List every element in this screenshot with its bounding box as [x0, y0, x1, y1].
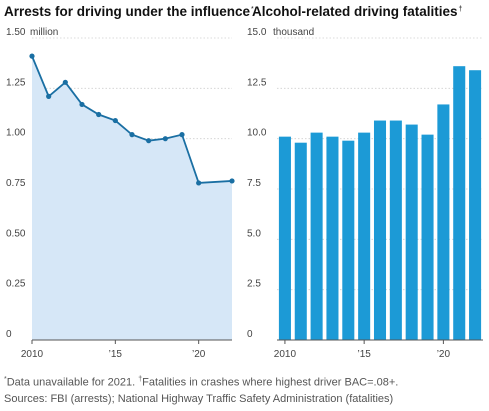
y-tick-label: 0: [247, 329, 253, 340]
data-point: [96, 111, 102, 118]
data-point: [129, 132, 135, 138]
x-tick-label: ’15: [109, 349, 123, 360]
data-point: [196, 180, 202, 186]
x-tick-label: 2010: [21, 349, 44, 360]
x-tick-label: 2010: [274, 349, 297, 360]
footnotes: *Data unavailable for 2021. †Fatalities …: [4, 372, 484, 407]
x-tick-label: ’20: [437, 349, 451, 360]
y-tick-label: 15.0: [247, 27, 267, 38]
bar: [453, 66, 466, 340]
area-fill: [32, 56, 232, 341]
data-point: [229, 178, 235, 184]
sources-line: Sources: FBI (arrests); National Highway…: [4, 392, 394, 405]
y-tick-label: 0: [6, 329, 12, 340]
x-tick-label: ’20: [192, 349, 206, 360]
bar: [358, 132, 371, 340]
x-tick-label: ’15: [357, 349, 371, 360]
y-tick-label: 2.5: [247, 279, 261, 290]
left-chart-title: Arrests for driving under the influence*: [4, 4, 254, 19]
y-tick-label: 0.50: [6, 228, 26, 239]
y-tick-label: 5.0: [247, 228, 261, 239]
bar: [421, 134, 434, 340]
bar: [405, 124, 418, 340]
data-point: [179, 132, 185, 138]
y-tick-label: 0.75: [6, 178, 26, 189]
y-tick-label: 7.5: [247, 178, 261, 189]
data-point: [146, 138, 152, 144]
bar: [437, 104, 450, 340]
arrests-chart: 0 0.25 0.50 0.75 1.00 1.25 1.50 million 2010 ’15 ’…: [6, 27, 235, 360]
data-point: [112, 117, 118, 124]
y-tick-label: 1.00: [6, 128, 26, 139]
y-tick-label: 1.25: [6, 77, 26, 88]
y-tick-label: 1.50: [6, 27, 26, 38]
y-unit-label: million: [30, 27, 58, 38]
right-chart-title: Alcohol-related driving fatalities†: [252, 4, 463, 19]
y-tick-label: 12.5: [247, 77, 267, 88]
bar: [373, 120, 387, 341]
y-tick-label: 10.0: [247, 128, 267, 139]
fatalities-chart: 0 2.5 5.0 7.5 10.0 12.5 15.0 thousand 2010 ’15 ’20: [247, 27, 483, 360]
bar: [278, 136, 291, 340]
data-point: [46, 93, 52, 99]
bar: [469, 70, 482, 341]
data-point: [62, 79, 68, 85]
data-point: [162, 136, 168, 142]
y-tick-label: 0.25: [6, 279, 26, 290]
data-point: [79, 101, 85, 108]
data-point: [29, 53, 35, 59]
bar: [389, 120, 402, 341]
bar: [310, 132, 323, 340]
series-line: [31, 55, 233, 184]
footnote-line-1: *Data unavailable for 2021. †Fatalities …: [4, 376, 399, 389]
y-unit-label: thousand: [273, 27, 314, 38]
bar: [326, 136, 339, 340]
bar: [294, 142, 307, 340]
bar: [342, 140, 355, 340]
